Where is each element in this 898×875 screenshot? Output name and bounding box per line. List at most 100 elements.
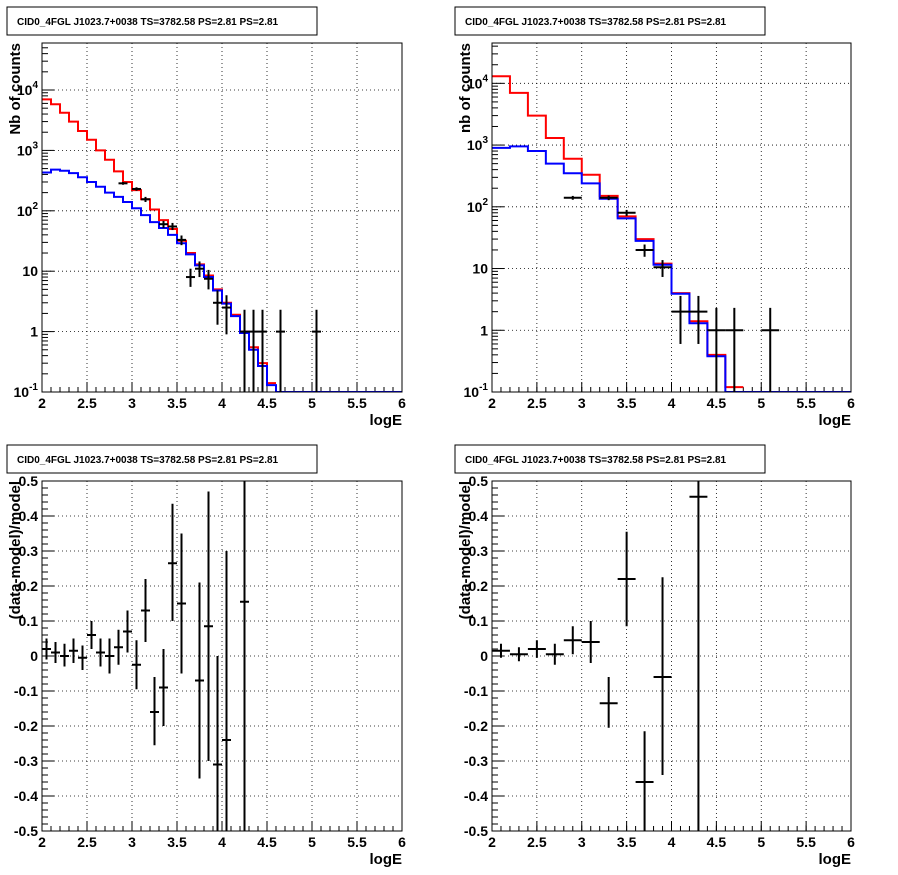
- y-tick-label: -0.2: [14, 718, 38, 734]
- data-point: [177, 533, 186, 674]
- x-tick-label: 4: [668, 395, 676, 411]
- data-point: [581, 621, 600, 663]
- data-point: [42, 638, 51, 660]
- model-component-histogram: [42, 168, 402, 392]
- data-point: [60, 643, 69, 667]
- x-tick-label: 5: [757, 395, 765, 411]
- y-tick-label: -0.4: [464, 788, 488, 804]
- data-point: [114, 629, 123, 665]
- data-point: [599, 195, 618, 201]
- title-box: [454, 444, 766, 474]
- model-total-histogram: [42, 98, 276, 385]
- data-point: [527, 640, 546, 658]
- data-point: [509, 647, 528, 662]
- x-tick-label: 6: [398, 395, 406, 411]
- data-point: [617, 209, 636, 216]
- y-tick-label: -0.3: [14, 753, 38, 769]
- y-tick-label: 103: [467, 135, 489, 153]
- axes-frame: [41, 42, 403, 393]
- x-tick-label: 6: [398, 834, 406, 850]
- x-tick-label: 6: [847, 834, 855, 850]
- chart-panel-4: 2 2.5 3 3.5 4 4.5 5 5.5 6 -0.5 -0.4 -0.3 -0.2 -0.1 0 0.…: [454, 444, 855, 868]
- data-point: [689, 295, 708, 344]
- data-point: [240, 481, 249, 831]
- x-tick-label: 4.5: [707, 395, 727, 411]
- y-axis-label: (data-model)/model: [7, 481, 24, 619]
- data-point: [599, 677, 618, 728]
- data-point: [671, 295, 690, 344]
- x-tick-label: 5.5: [796, 395, 816, 411]
- chart-title: CID0_4FGL J1023.7+0038 TS=3782.58 PS=2.8…: [465, 17, 727, 28]
- data-point: [563, 195, 582, 200]
- y-tick-label: 0.1: [19, 613, 39, 629]
- plot-area: [42, 98, 402, 392]
- x-tick-label: 4: [668, 834, 676, 850]
- y-axis-label: nb of counts: [457, 43, 474, 133]
- y-tick-label: -0.1: [14, 683, 38, 699]
- data-point: [159, 220, 168, 228]
- y-tick-label: 10: [22, 263, 38, 279]
- y-tick-label: 10-1: [14, 382, 39, 400]
- chart-title: CID0_4FGL J1023.7+0038 TS=3782.58 PS=2.8…: [17, 455, 279, 466]
- x-tick-label: 3.5: [167, 834, 187, 850]
- data-point: [96, 638, 105, 667]
- x-tick-label: 3.5: [617, 395, 637, 411]
- y-tick-label: 103: [17, 140, 39, 158]
- x-tick-label: 4.5: [257, 395, 277, 411]
- data-point: [159, 649, 168, 726]
- data-point: [249, 309, 258, 392]
- data-point: [276, 309, 285, 392]
- x-tick-label: 4: [218, 834, 226, 850]
- plot-area: [492, 75, 851, 392]
- y-tick-label: 104: [17, 80, 39, 98]
- chart-panel-2: 2 2.5 3 3.5 4 4.5 5 5.5 6 10-1 1 10 102 103 104 logE nb …: [454, 6, 855, 429]
- y-tick-label: 0.5: [469, 473, 489, 489]
- y-tick-label: -0.2: [464, 718, 488, 734]
- data-point: [78, 645, 87, 670]
- data-point: [195, 582, 204, 779]
- x-tick-label: 3: [578, 395, 586, 411]
- x-axis-label: logE: [819, 412, 852, 429]
- x-axis-label: logE: [370, 851, 403, 868]
- data-point: [186, 268, 195, 287]
- axes-frame: [41, 480, 403, 832]
- x-tick-label: 4.5: [257, 834, 277, 850]
- data-point: [222, 551, 231, 831]
- y-tick-label: 0.3: [19, 543, 39, 559]
- x-tick-label: 3: [128, 395, 136, 411]
- data-point: [312, 309, 321, 392]
- x-axis-label: logE: [819, 851, 852, 868]
- axes-frame: [491, 480, 852, 832]
- x-tick-label: 2.5: [527, 395, 547, 411]
- chart-panel-1: 2 2.5 3 3.5 4 4.5 5 5.5 6 10-1 1 10 102 103 104 logE Nb …: [6, 6, 406, 429]
- y-tick-label: -0.5: [464, 823, 488, 839]
- y-axis-label: (data-model)/model: [457, 481, 474, 619]
- model-component-histogram: [492, 145, 851, 392]
- y-tick-label: 1: [30, 324, 38, 340]
- data-point: [617, 531, 636, 627]
- data-point: [195, 261, 204, 278]
- x-axis-label: logE: [370, 412, 403, 429]
- y-tick-label: 10: [472, 261, 488, 277]
- chart-title: CID0_4FGL J1023.7+0038 TS=3782.58 PS=2.8…: [465, 455, 727, 466]
- data-point: [563, 626, 582, 655]
- data-point: [240, 309, 249, 392]
- data-point: [222, 295, 231, 335]
- data-point: [141, 196, 150, 202]
- model-total-histogram: [492, 75, 744, 389]
- x-tick-label: 5: [308, 395, 316, 411]
- data-point: [87, 621, 96, 649]
- data-point: [492, 643, 510, 658]
- data-point: [653, 260, 672, 277]
- x-tick-label: 2: [38, 395, 46, 411]
- x-tick-label: 5: [308, 834, 316, 850]
- y-tick-label: 0.5: [19, 473, 39, 489]
- data-point: [545, 643, 564, 665]
- y-tick-label: -0.1: [464, 683, 488, 699]
- y-tick-label: 104: [467, 73, 489, 91]
- data-point: [69, 638, 78, 663]
- data-point: [689, 481, 708, 831]
- data-point: [707, 307, 726, 392]
- axes-frame: [491, 42, 852, 393]
